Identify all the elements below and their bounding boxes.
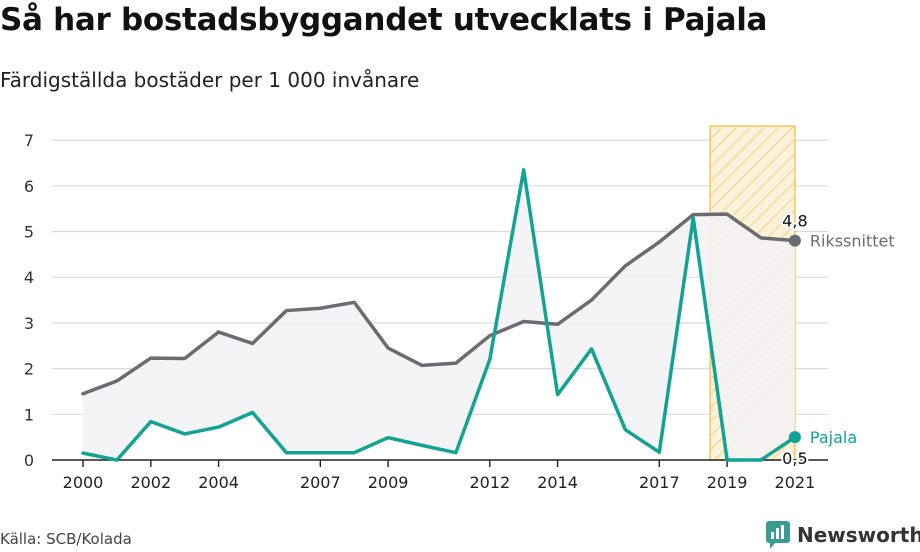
x-tick-label: 2021 bbox=[775, 473, 816, 492]
series-value-label-0: 4,8 bbox=[782, 212, 807, 231]
chart-title: Så har bostadsbyggandet utvecklats i Paj… bbox=[0, 2, 768, 38]
series-lines bbox=[81, 168, 801, 462]
newsworthy-logo: Newsworthy bbox=[765, 520, 920, 550]
chart-bubble-icon bbox=[766, 521, 790, 549]
y-tick-label: 0 bbox=[24, 451, 34, 470]
y-tick-label: 2 bbox=[24, 360, 34, 379]
y-tick-label: 6 bbox=[24, 177, 34, 196]
x-tick-label: 2014 bbox=[537, 473, 578, 492]
x-tick-label: 2004 bbox=[198, 473, 239, 492]
series-end-point-0 bbox=[788, 234, 801, 247]
series-name-label-1: Pajala bbox=[810, 428, 857, 447]
series-line-1 bbox=[81, 168, 797, 462]
x-tick-label: 2002 bbox=[130, 473, 171, 492]
source-note: Källa: SCB/Kolada bbox=[0, 530, 132, 548]
series-line-0 bbox=[81, 212, 797, 396]
x-tick-label: 2000 bbox=[63, 473, 104, 492]
series-value-label-1: 0,5 bbox=[782, 449, 807, 468]
x-tick-label: 2007 bbox=[300, 473, 341, 492]
y-tick-label: 1 bbox=[24, 405, 34, 424]
x-tick-label: 2019 bbox=[707, 473, 748, 492]
logo-text: Newsworthy bbox=[797, 523, 920, 547]
gap-area-fill bbox=[83, 169, 795, 460]
series-name-label-0: Rikssnittet bbox=[810, 232, 895, 251]
x-tick-label: 2017 bbox=[639, 473, 680, 492]
x-tick-label: 2012 bbox=[469, 473, 510, 492]
chart-subtitle: Färdigställda bostäder per 1 000 invånar… bbox=[0, 68, 420, 92]
y-tick-label: 4 bbox=[24, 268, 34, 287]
y-tick-label: 7 bbox=[24, 131, 34, 150]
series-end-point-1 bbox=[788, 431, 801, 444]
axes: 0 1 2 3 4 5 6 7 2000 2002 2004 2007 2009 2012 2014 2017… bbox=[24, 131, 828, 492]
gap-area bbox=[83, 169, 795, 460]
x-tick-label: 2009 bbox=[368, 473, 409, 492]
y-tick-label: 5 bbox=[24, 223, 34, 242]
y-tick-label: 3 bbox=[24, 314, 34, 333]
